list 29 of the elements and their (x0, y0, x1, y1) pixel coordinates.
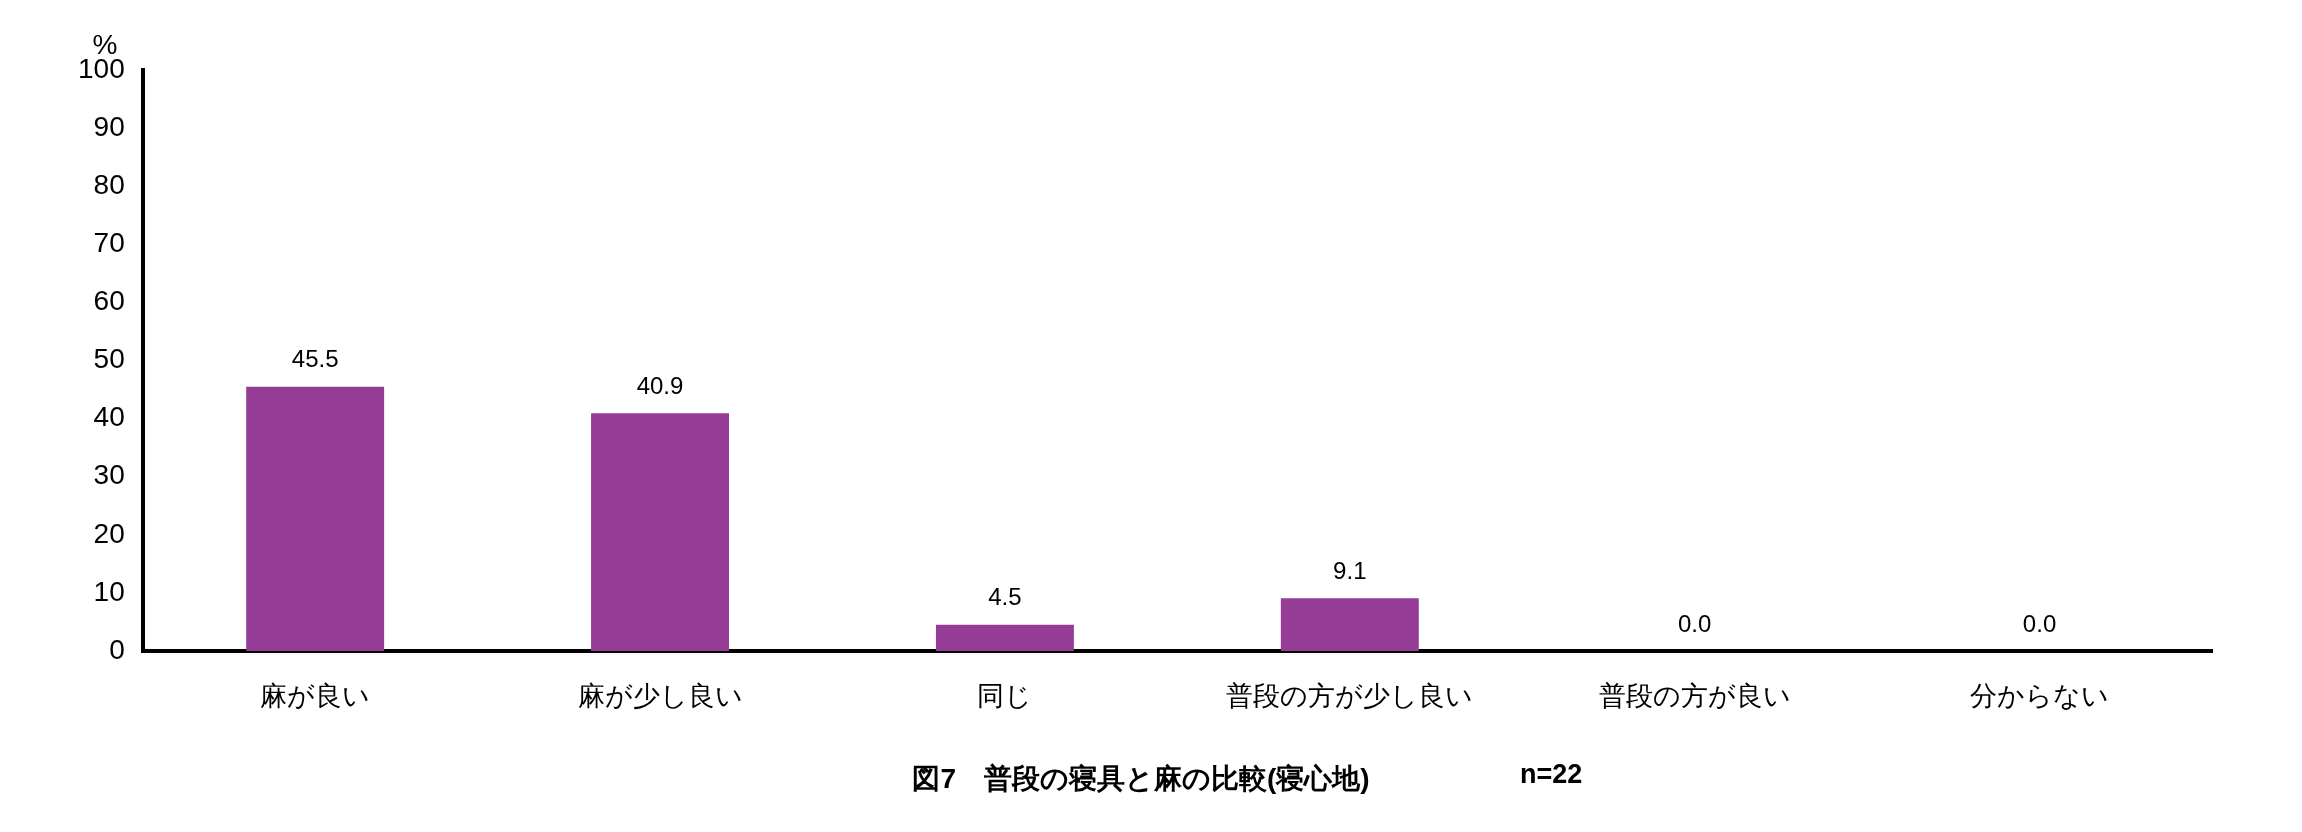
y-tick-label: 0 (109, 633, 125, 665)
y-tick-label: 10 (93, 575, 125, 607)
y-tick-label: 90 (93, 110, 125, 142)
bar (935, 624, 1074, 651)
bar (591, 413, 730, 651)
data-label: 0.0 (2022, 609, 2057, 637)
y-tick-label: 60 (93, 285, 125, 317)
y-tick-label: 80 (93, 168, 125, 200)
data-label: 40.9 (636, 372, 684, 399)
text: n=22 (1520, 759, 1583, 790)
x-tick-label: 同じ (977, 680, 1033, 711)
y-tick-label: 30 (93, 459, 125, 491)
y-tick-label: 40 (93, 401, 125, 433)
y-tick-label: 20 (93, 517, 125, 549)
y-tick-label: 70 (93, 227, 125, 259)
x-tick-label: 分からない (1970, 680, 2110, 711)
y-tick-label: 50 (93, 343, 125, 375)
data-label: 45.5 (291, 345, 339, 373)
bar (1280, 598, 1419, 651)
text: 図7 普段の寝具と麻の比較(寝心地) (912, 762, 1370, 794)
x-tick-label: 普段の方が少し良い (1226, 680, 1474, 711)
bar (246, 386, 385, 651)
x-tick-label: 麻が良い (260, 680, 371, 711)
data-label: 4.5 (988, 583, 1022, 611)
data-label: 9.1 (1333, 556, 1367, 584)
x-tick-label: 麻が少し良い (577, 680, 743, 711)
y-axis-title: % (92, 28, 118, 60)
x-tick-label: 普段の方が良い (1598, 680, 1791, 711)
data-label: 0.0 (1677, 609, 1712, 637)
